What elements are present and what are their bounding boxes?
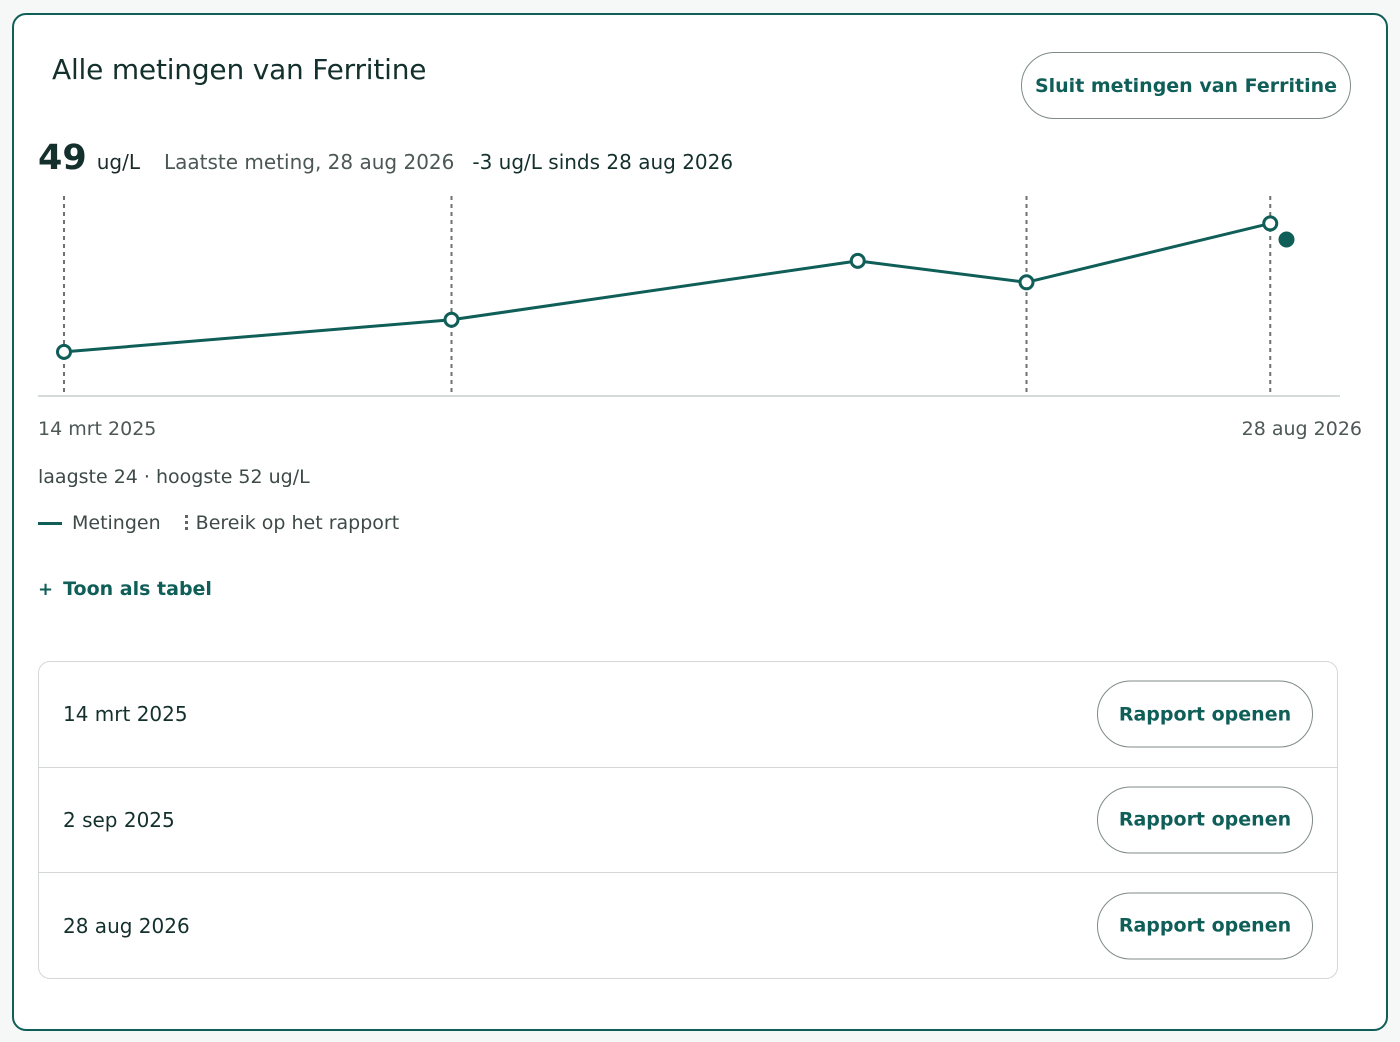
data-point-marker: [443, 311, 460, 328]
legend-series-label: Metingen: [72, 512, 161, 534]
report-date: 2 sep 2025: [63, 807, 175, 832]
panel-title: Alle metingen van Ferritine: [52, 53, 427, 86]
report-row: 14 mrt 2025 Rapport openen: [39, 662, 1337, 768]
legend-dashed-swatch: [184, 515, 188, 531]
report-date: 14 mrt 2025: [63, 702, 188, 727]
show-as-table-toggle[interactable]: + Toon als tabel: [38, 578, 212, 600]
latest-unit: ug/L: [96, 150, 140, 174]
x-axis-end-label: 28 aug 2026: [1241, 418, 1362, 440]
report-row: 2 sep 2025 Rapport openen: [39, 768, 1337, 873]
legend-reference-label: Bereik op het rapport: [195, 512, 400, 534]
latest-point-marker: [1278, 231, 1295, 248]
legend-line-swatch: [38, 521, 62, 525]
report-list: 14 mrt 2025 Rapport openen 2 sep 2025 Ra…: [38, 661, 1338, 979]
data-point-marker: [1262, 215, 1279, 232]
ferritine-line-chart: [38, 196, 1340, 397]
min-max-range: laagste 24 · hoogste 52 ug/L: [38, 466, 310, 488]
report-date: 28 aug 2026: [63, 913, 190, 938]
data-point-marker: [56, 343, 72, 360]
chart-legend: Metingen Bereik op het rapport: [38, 512, 399, 534]
open-report-button[interactable]: Rapport openen: [1097, 892, 1313, 960]
data-point-marker: [849, 252, 866, 269]
open-report-button[interactable]: Rapport openen: [1097, 786, 1313, 854]
last-measurement-date: Laatste meting, 28 aug 2026: [163, 150, 455, 174]
report-row: 28 aug 2026 Rapport openen: [39, 873, 1337, 978]
ferritine-measurements-panel: Alle metingen van Ferritine Sluit meting…: [12, 13, 1388, 1031]
plus-icon: +: [38, 578, 54, 600]
x-axis-start-label: 14 mrt 2025: [38, 418, 157, 440]
latest-summary: 49 ug/L Laatste meting, 28 aug 2026 -3 u…: [38, 138, 733, 178]
close-measurements-button[interactable]: Sluit metingen van Ferritine: [1021, 52, 1351, 119]
open-report-button[interactable]: Rapport openen: [1097, 680, 1313, 748]
show-as-table-label: Toon als tabel: [63, 578, 212, 600]
series-line: [63, 221, 1271, 354]
data-point-marker: [1018, 274, 1035, 291]
change-since: -3 ug/L sinds 28 aug 2026: [472, 150, 734, 174]
latest-value: 49: [38, 138, 87, 178]
